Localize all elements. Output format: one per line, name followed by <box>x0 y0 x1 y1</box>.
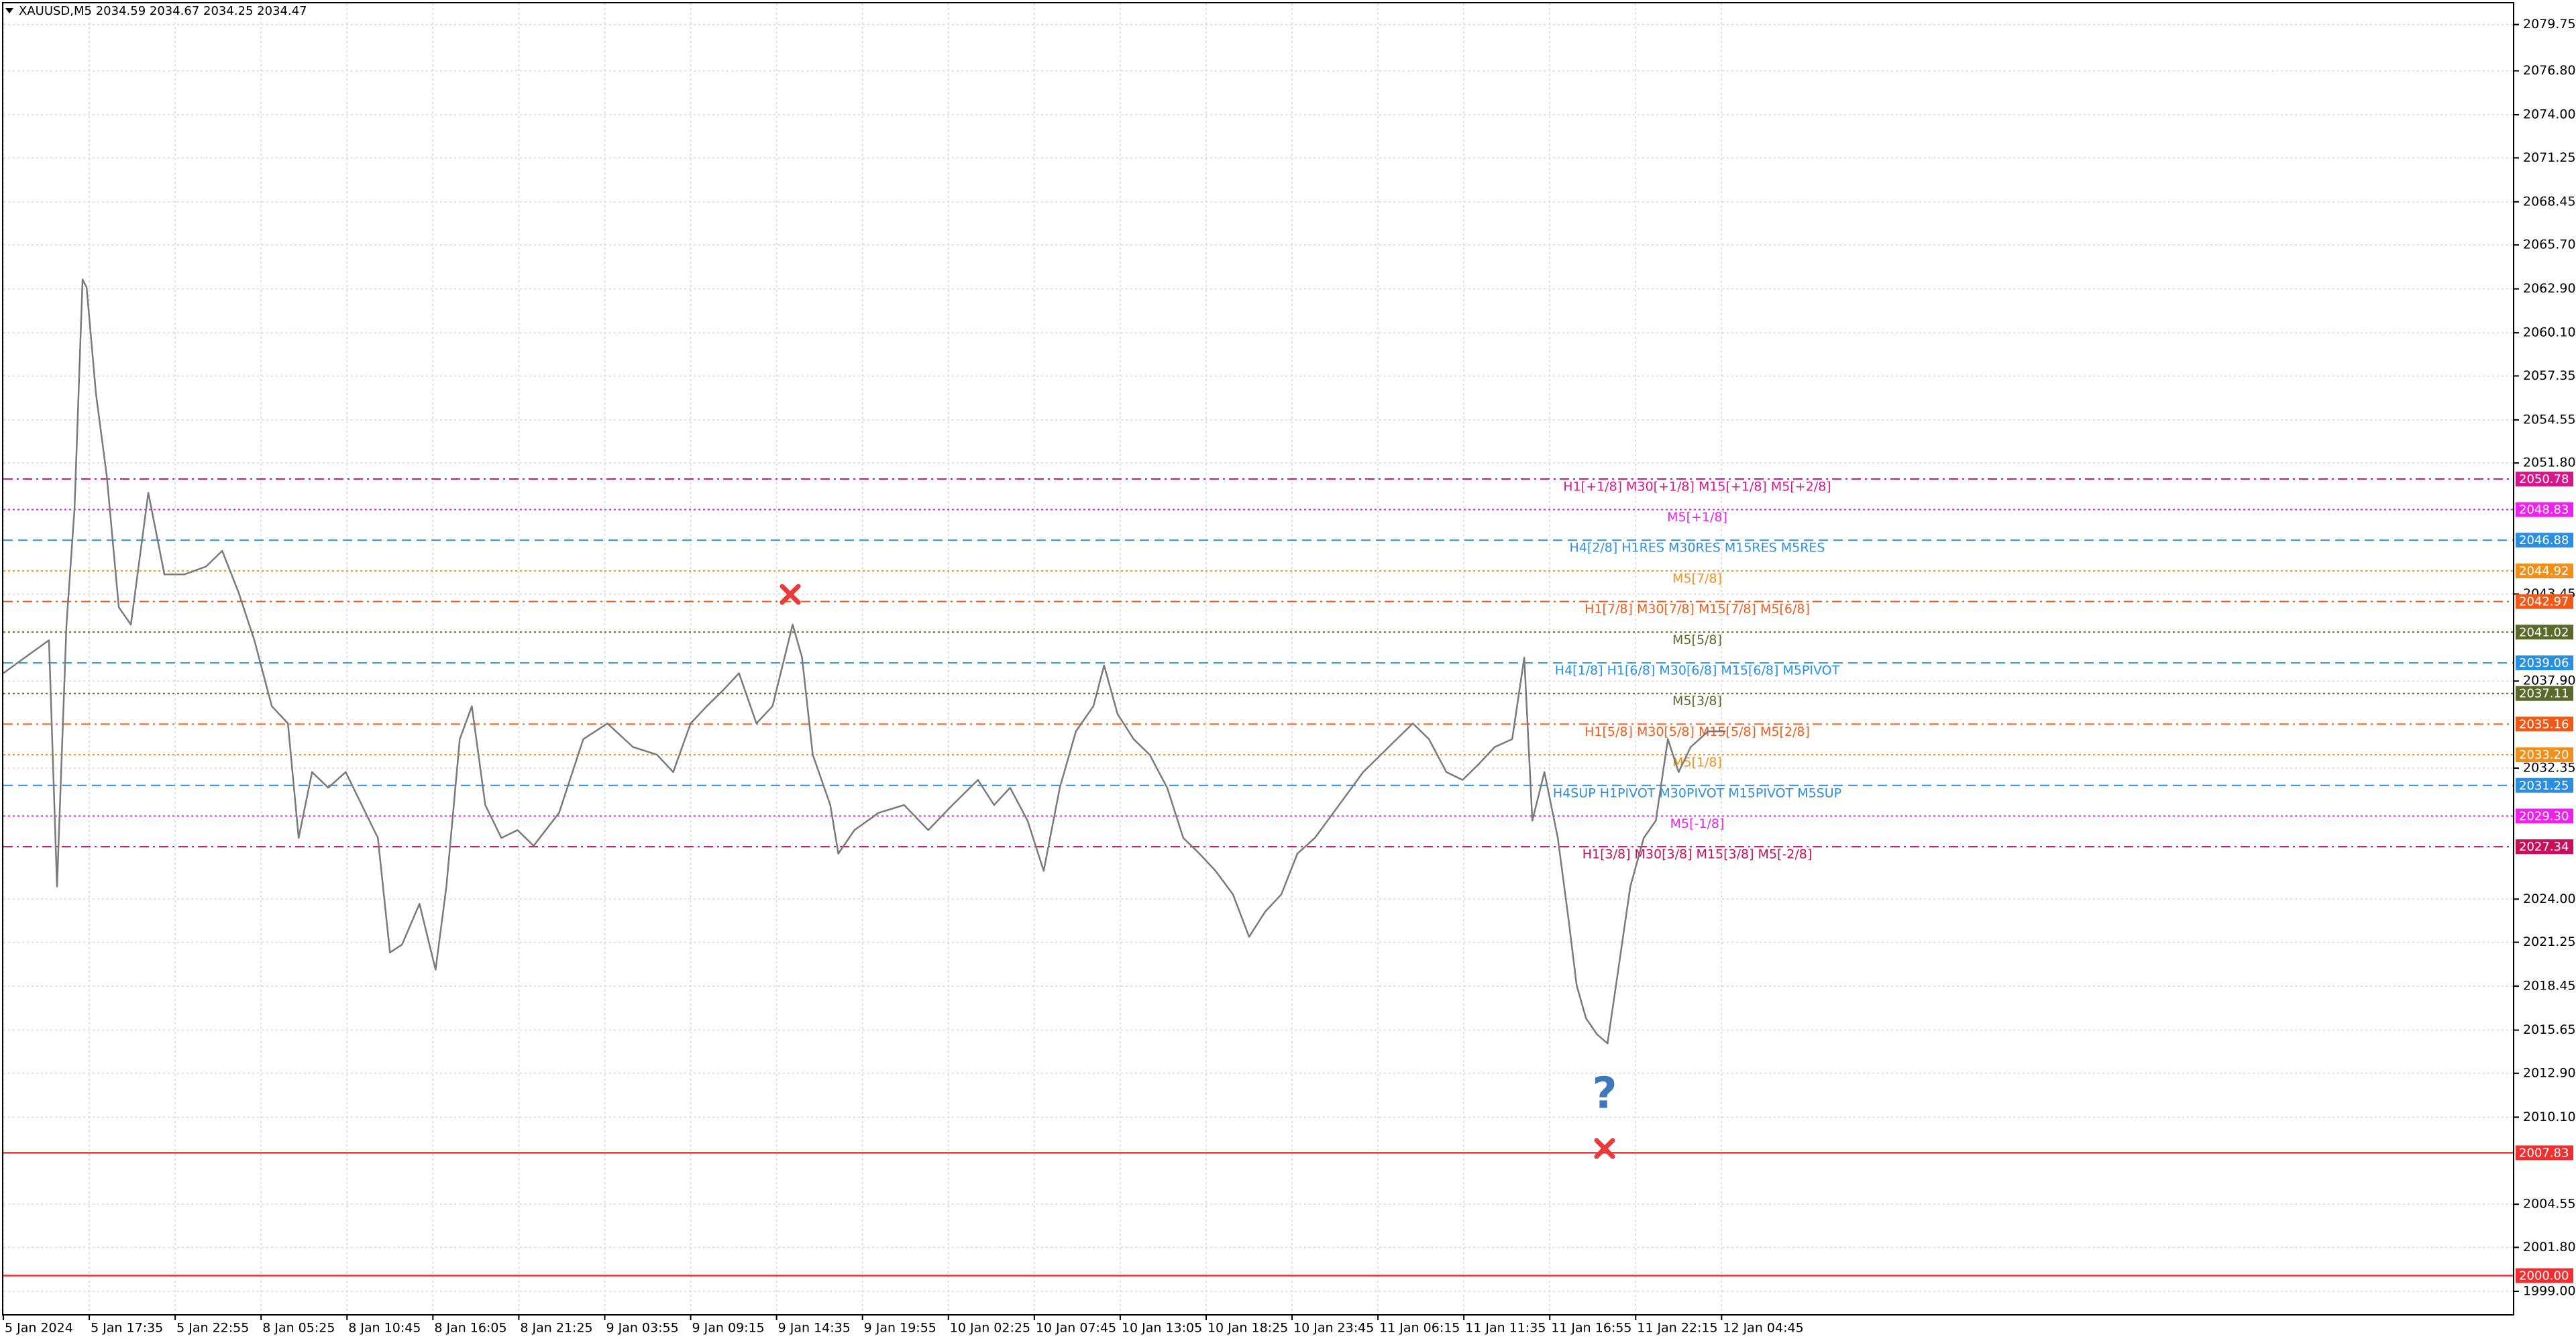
price-tag <box>2516 808 2573 824</box>
x-tick-label: 5 Jan 22:55 <box>176 1321 249 1336</box>
cross-marker <box>780 584 801 605</box>
y-tick-label: 2032.35 <box>2523 761 2576 775</box>
y-tick-label: 2068.45 <box>2523 194 2576 209</box>
plot-frame <box>2 2 2514 1316</box>
level-label: M5[-1/8] <box>1670 816 1725 831</box>
y-tick-label: 2018.45 <box>2523 979 2576 994</box>
price-tag-label: 2039.06 <box>2519 656 2569 670</box>
x-tick-label: 10 Jan 07:45 <box>1036 1321 1116 1336</box>
price-tag <box>2516 778 2573 793</box>
x-tick-label: 10 Jan 23:45 <box>1293 1321 1374 1336</box>
price-tag-label: 2031.25 <box>2519 779 2569 793</box>
price-tag-label: 2046.88 <box>2519 533 2569 547</box>
price-tag-label: 2027.34 <box>2519 840 2569 854</box>
price-tag-label: 2042.97 <box>2519 595 2569 609</box>
y-tick-label: 2021.25 <box>2523 934 2576 949</box>
x-tick-label: 10 Jan 13:05 <box>1122 1321 1202 1336</box>
y-tick-label: 2074.00 <box>2523 107 2576 122</box>
price-tag <box>2516 594 2573 609</box>
y-tick-label: 2065.70 <box>2523 237 2576 252</box>
y-tick-label: 2010.10 <box>2523 1110 2576 1124</box>
y-tick-label: 2001.80 <box>2523 1240 2576 1254</box>
level-label: H1[7/8] M30[7/8] M15[7/8] M5[6/8] <box>1585 602 1810 617</box>
price-tag <box>2516 1268 2573 1283</box>
price-tag-label: 2007.83 <box>2519 1146 2569 1160</box>
x-tick-label: 11 Jan 11:35 <box>1465 1321 1546 1336</box>
level-label: M5[7/8] <box>1672 572 1722 586</box>
x-tick-label: 10 Jan 02:25 <box>950 1321 1030 1336</box>
y-tick-label: 2024.00 <box>2523 892 2576 906</box>
y-tick-label: 2062.90 <box>2523 281 2576 296</box>
price-tag <box>2516 533 2573 548</box>
y-tick-label: 1999.00 <box>2523 1283 2576 1298</box>
price-line <box>3 278 1726 1045</box>
price-tag-label: 2029.30 <box>2519 809 2569 823</box>
y-tick-label: 2079.75 <box>2523 17 2576 32</box>
x-tick-label: 8 Jan 05:25 <box>262 1321 335 1336</box>
x-tick-label: 8 Jan 16:05 <box>434 1321 506 1336</box>
level-label: H4[1/8] H1[6/8] M30[6/8] M15[6/8] M5PIVO… <box>1555 663 1840 678</box>
price-tag-label: 2050.78 <box>2519 472 2569 486</box>
question-marker: ? <box>1592 1069 1617 1119</box>
price-tag <box>2516 1145 2573 1161</box>
price-tag-label: 2037.11 <box>2519 687 2569 701</box>
x-tick-label: 8 Jan 10:45 <box>348 1321 421 1336</box>
price-tag <box>2516 686 2573 701</box>
x-tick-label: 10 Jan 18:25 <box>1208 1321 1288 1336</box>
level-label: H1[+1/8] M30[+1/8] M15[+1/8] M5[+2/8] <box>1563 480 1831 494</box>
price-tag-label: 2044.92 <box>2519 564 2569 578</box>
y-tick-label: 2015.65 <box>2523 1022 2576 1037</box>
marks <box>3 278 1726 1045</box>
price-tag-label: 2000.00 <box>2519 1269 2569 1283</box>
price-tag <box>2516 502 2573 517</box>
level-label: H4SUP H1PIVOT M30PIVOT M15PIVOT M5SUP <box>1553 786 1841 800</box>
price-tag <box>2516 655 2573 671</box>
level-label: H4[2/8] H1RES M30RES M15RES M5RES <box>1569 541 1825 555</box>
x-tick-label: 9 Jan 14:35 <box>778 1321 851 1336</box>
level-label: M5[5/8] <box>1672 633 1722 647</box>
level-label: M5[3/8] <box>1672 694 1722 708</box>
x-tick-label: 11 Jan 16:55 <box>1551 1321 1631 1336</box>
x-tick-label: 11 Jan 22:15 <box>1637 1321 1717 1336</box>
grid <box>3 3 2519 1320</box>
y-tick-label: 2051.80 <box>2523 456 2576 470</box>
x-tick-label: 5 Jan 2024 <box>5 1321 73 1336</box>
price-tag <box>2516 625 2573 640</box>
x-tick-label: 9 Jan 03:55 <box>606 1321 678 1336</box>
level-label: H1[5/8] M30[5/8] M15[5/8] M5[2/8] <box>1585 725 1810 739</box>
price-tag <box>2516 472 2573 487</box>
price-tag-label: 2048.83 <box>2519 503 2569 517</box>
y-tick-label: 2071.25 <box>2523 150 2576 165</box>
x-tick-label: 5 Jan 17:35 <box>91 1321 163 1336</box>
x-tick-label: 12 Jan 04:45 <box>1723 1321 1803 1336</box>
price-tag-label: 2033.20 <box>2519 748 2569 762</box>
level-label: H1[3/8] M30[3/8] M15[3/8] M5[-2/8] <box>1582 847 1813 862</box>
chart-title: XAUUSD,M5 2034.59 2034.67 2034.25 2034.4… <box>19 4 307 18</box>
cross-marker <box>1594 1138 1615 1159</box>
y-tick-label: 2060.10 <box>2523 325 2576 340</box>
y-tick-label: 2037.90 <box>2523 674 2576 688</box>
price-tag <box>2516 839 2573 855</box>
x-tick-label: 11 Jan 06:15 <box>1379 1321 1460 1336</box>
levels: H1[+1/8] M30[+1/8] M15[+1/8] M5[+2/8] M5[… <box>3 478 2514 1277</box>
price-tag-label: 2035.16 <box>2519 717 2569 731</box>
y-tick-label: 2054.55 <box>2523 412 2576 427</box>
x-tick-label: 9 Jan 19:55 <box>864 1321 936 1336</box>
symbol-menu-arrow[interactable] <box>5 8 13 13</box>
y-tick-label: 2004.55 <box>2523 1197 2576 1212</box>
level-label: M5[+1/8] <box>1667 510 1727 525</box>
price-tag <box>2516 747 2573 763</box>
y-tick-label: 2057.35 <box>2523 368 2576 383</box>
price-tag <box>2516 716 2573 732</box>
x-tick-label: 8 Jan 21:25 <box>520 1321 592 1336</box>
svg-text:?: ? <box>1592 1069 1617 1119</box>
y-tick-label: 2076.80 <box>2523 63 2576 78</box>
x-tick-label: 9 Jan 09:15 <box>692 1321 765 1336</box>
price-tag-label: 2041.02 <box>2519 625 2569 639</box>
price-tag <box>2516 564 2573 579</box>
y-tick-label: 2012.90 <box>2523 1065 2576 1080</box>
